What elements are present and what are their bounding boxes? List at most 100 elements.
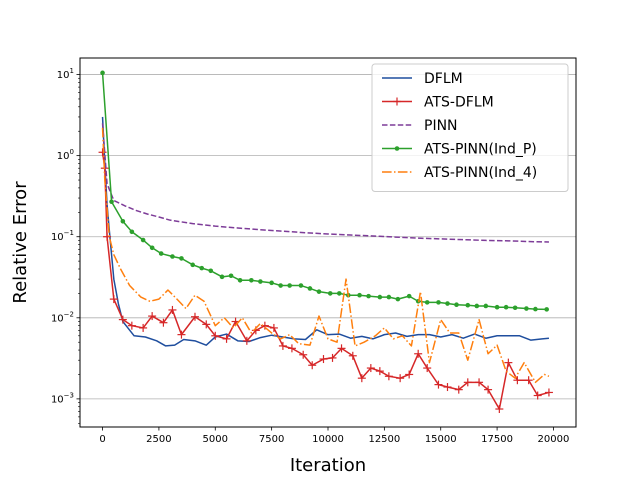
series-layer [98, 70, 553, 414]
legend-entry: ATS-PINN(Ind_4) [382, 165, 537, 181]
data-point [308, 361, 317, 370]
y-tick-label: 101 [57, 67, 74, 81]
data-point [269, 280, 274, 286]
data-point [211, 331, 220, 340]
data-point [228, 273, 234, 279]
data-point [298, 283, 304, 288]
data-point [544, 388, 553, 397]
data-point [336, 291, 342, 296]
data-point [202, 320, 211, 329]
data-point [219, 274, 225, 280]
data-point [278, 283, 283, 288]
x-tick-label: 15000 [425, 434, 457, 445]
data-point [109, 295, 118, 304]
data-point [423, 364, 432, 373]
y-tick-label-exponent: −2 [64, 310, 74, 318]
data-point [434, 380, 443, 389]
data-point [544, 307, 549, 312]
y-tick-label-exponent: −3 [64, 391, 74, 399]
legend: DFLM ATS-DFLM PINN ATS-PINN(Ind_P) ATS-PINN(… [371, 63, 569, 192]
legend-marker [394, 146, 400, 151]
data-point [148, 312, 157, 321]
x-tick-label: 2500 [146, 434, 171, 445]
data-point [465, 302, 471, 308]
series-dflm [101, 116, 550, 347]
series-line-pinn [101, 123, 549, 243]
data-point [424, 300, 430, 305]
data-point [495, 405, 504, 414]
data-point [168, 305, 177, 314]
data-point [475, 378, 484, 387]
y-tick-label: 100 [57, 148, 74, 162]
data-point [366, 364, 375, 373]
data-point [443, 383, 452, 392]
data-point [533, 391, 542, 400]
legend-entry: ATS-PINN(Ind_P) [382, 142, 537, 158]
legend-label: ATS-PINN(Ind_4) [424, 165, 537, 181]
data-point [287, 344, 296, 353]
y-tick-label: 10−3 [51, 391, 74, 405]
series-ats-pinn-ind-4 [101, 127, 550, 384]
data-point [533, 306, 538, 312]
data-point [222, 334, 231, 343]
series-line-dflm [101, 116, 550, 347]
data-point [190, 262, 196, 268]
legend-marker [393, 97, 401, 106]
data-point [396, 374, 405, 383]
data-point [177, 330, 186, 339]
x-tick-label: 7500 [259, 434, 284, 445]
data-point [504, 358, 513, 367]
data-point [100, 70, 105, 76]
data-point [405, 370, 414, 379]
data-point [503, 304, 509, 310]
data-point [375, 367, 384, 376]
data-point [242, 336, 251, 345]
legend-label: ATS-DFLM [424, 95, 494, 111]
data-point [319, 355, 328, 364]
x-tick-label: 20000 [538, 434, 570, 445]
legend-label: DFLM [424, 71, 463, 87]
data-point [287, 283, 292, 288]
data-point [483, 303, 489, 309]
data-point [512, 305, 518, 311]
data-point [258, 279, 263, 284]
data-point [445, 301, 450, 306]
data-point [366, 293, 371, 299]
x-tick-label: 5000 [203, 434, 228, 445]
y-tick-label-exponent: −1 [64, 229, 74, 237]
data-point [237, 278, 243, 283]
legend-entry: DFLM [382, 71, 463, 87]
legend-frame [371, 63, 569, 192]
data-point [109, 199, 114, 205]
x-tick-label: 10000 [312, 434, 344, 445]
y-tick-label-base: 10 [57, 70, 70, 81]
data-point [249, 278, 254, 283]
data-point [395, 296, 401, 302]
x-tick-label: 0 [99, 434, 105, 445]
data-point [474, 303, 480, 309]
legend-label: ATS-PINN(Ind_P) [424, 142, 537, 158]
data-point [278, 341, 287, 350]
data-point [118, 315, 127, 324]
data-point [328, 353, 337, 362]
data-point [384, 372, 393, 381]
y-tick-label: 10−1 [51, 229, 74, 243]
data-point [357, 292, 362, 298]
data-point [269, 323, 278, 332]
data-point [484, 385, 493, 394]
data-point [149, 245, 155, 251]
data-point [190, 312, 199, 321]
y-tick-label-base: 10 [51, 232, 64, 243]
data-point [357, 374, 366, 383]
data-point [327, 291, 333, 296]
data-point [494, 304, 500, 310]
data-point [159, 318, 168, 327]
data-point [386, 294, 392, 300]
legend-entry: PINN [382, 118, 458, 134]
data-point [414, 349, 423, 358]
y-axis-title: Relative Error [10, 181, 31, 304]
data-point [170, 254, 175, 259]
y-tick-label-exponent: 1 [70, 67, 74, 75]
